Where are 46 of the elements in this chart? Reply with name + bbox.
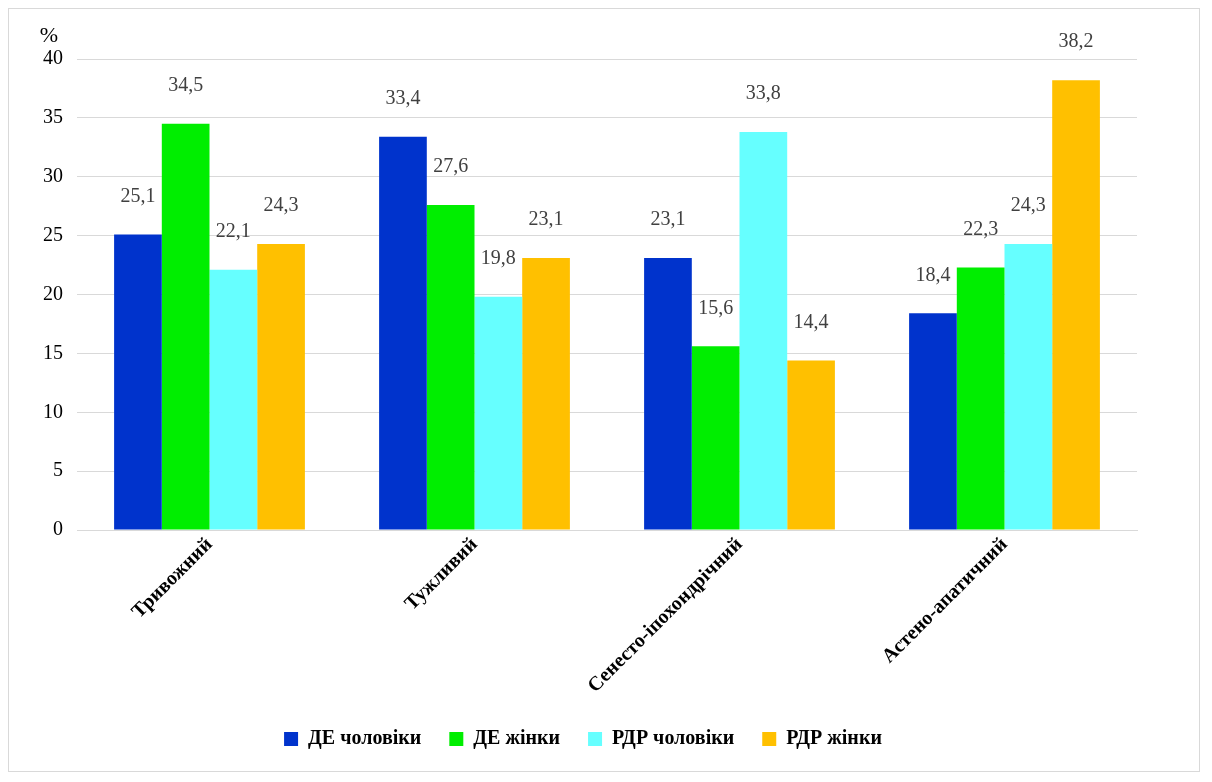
bar xyxy=(209,269,258,530)
data-label: 25,1 xyxy=(120,183,156,206)
bar xyxy=(787,360,835,530)
y-tick-label: 30 xyxy=(43,164,63,187)
y-tick-label: 10 xyxy=(43,399,63,422)
bar xyxy=(426,205,475,530)
data-label: 14,4 xyxy=(793,309,829,332)
data-label: 23,1 xyxy=(528,207,564,230)
data-label: 22,3 xyxy=(963,216,999,239)
y-tick-label: 35 xyxy=(43,105,63,128)
data-label: 19,8 xyxy=(480,246,516,269)
data-label: 18,4 xyxy=(915,262,951,285)
legend-label: РДР чоловіки xyxy=(612,726,735,750)
data-label: 34,5 xyxy=(168,73,204,96)
bar xyxy=(1004,243,1053,530)
y-tick-label: 0 xyxy=(53,517,63,540)
bar xyxy=(956,267,1005,530)
bar xyxy=(474,296,523,530)
legend-label: ДЕ чоловіки xyxy=(308,726,422,750)
data-label: 24,3 xyxy=(263,193,299,216)
data-label: 23,1 xyxy=(650,207,686,230)
y-axis-title: % xyxy=(39,21,59,47)
bar xyxy=(644,258,692,530)
y-tick-label: 5 xyxy=(53,458,63,481)
legend-label: РДР жінки xyxy=(786,726,882,750)
bar xyxy=(522,258,570,530)
data-label: 27,6 xyxy=(433,154,469,177)
bar xyxy=(379,136,427,530)
y-tick-label: 25 xyxy=(43,222,63,245)
data-label: 33,4 xyxy=(385,85,421,108)
y-tick-label: 40 xyxy=(43,46,63,69)
bar xyxy=(691,346,740,530)
legend-label: ДЕ жінки xyxy=(473,726,561,750)
data-label: 22,1 xyxy=(215,219,251,242)
data-label: 38,2 xyxy=(1058,29,1094,52)
bar xyxy=(114,234,162,530)
bar xyxy=(257,243,305,530)
bar xyxy=(909,313,957,530)
y-tick-label: 15 xyxy=(43,340,63,363)
bar xyxy=(1052,80,1100,530)
data-label: 24,3 xyxy=(1010,193,1046,216)
data-label: 33,8 xyxy=(745,81,781,104)
y-tick-label: 20 xyxy=(43,281,63,304)
bar xyxy=(739,132,788,530)
bar xyxy=(161,123,210,530)
data-label: 15,6 xyxy=(698,295,734,318)
